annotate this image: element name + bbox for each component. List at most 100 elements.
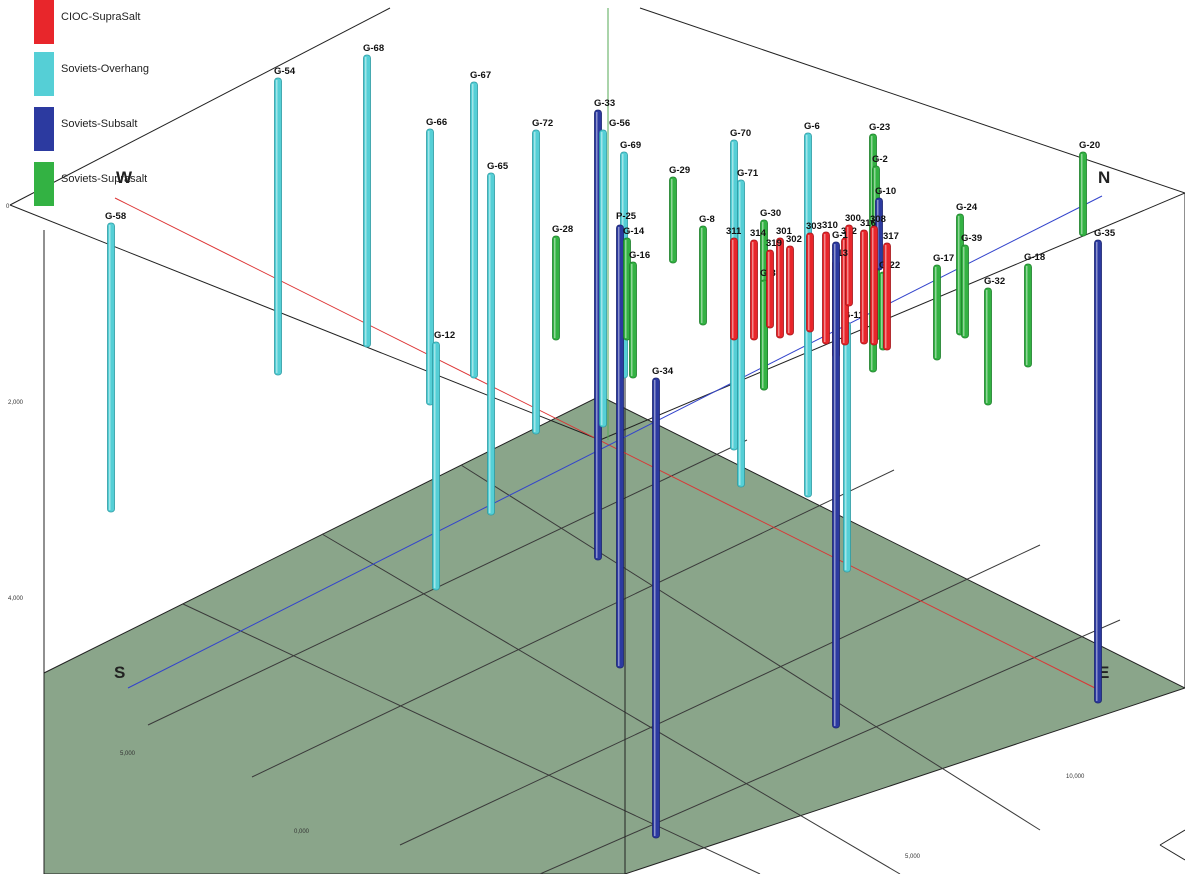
- wells-layer: G-58 G-54 G-68 G-67 G-66 G-65 G-72 G-12 G-33 G-56…: [105, 43, 1116, 839]
- well-highlight: [834, 244, 836, 726]
- well-highlight: [276, 80, 278, 373]
- well-g-56: G-56: [599, 118, 630, 428]
- well-label: 310: [822, 220, 838, 231]
- well-300: 300: [845, 213, 861, 307]
- well-label: G-68: [363, 43, 384, 54]
- well-cylinder: [760, 279, 768, 391]
- well-g-34: G-34: [652, 366, 674, 839]
- legend-swatch: [34, 52, 54, 96]
- ground-grid: [147, 439, 1121, 874]
- well-label: G-67: [470, 70, 491, 81]
- well-label: G-6: [804, 121, 820, 132]
- well-label: 316: [860, 218, 876, 229]
- well-cylinder: [652, 377, 660, 839]
- well-highlight: [554, 238, 556, 338]
- legend-swatch: [34, 162, 54, 206]
- well-g-35: G-35: [1094, 228, 1116, 704]
- well-g-16: G-16: [629, 250, 650, 379]
- well-highlight: [762, 282, 764, 388]
- well-cylinder: [107, 222, 115, 513]
- well-314: 314: [750, 228, 767, 341]
- well-highlight: [489, 175, 491, 513]
- well-g-58: G-58: [105, 211, 126, 513]
- tick-vertical-4000: 4,000: [8, 596, 24, 602]
- well-cylinder: [599, 129, 607, 428]
- well-highlight: [434, 344, 436, 588]
- well-highlight: [472, 84, 474, 376]
- well-highlight: [963, 247, 965, 336]
- well-label: G-2: [872, 154, 888, 165]
- well-cylinder: [766, 249, 774, 329]
- well-p-25: P-25: [616, 211, 637, 669]
- well-label: 302: [786, 234, 802, 245]
- well-label: G-39: [961, 233, 982, 244]
- well-label: 308: [870, 214, 886, 225]
- well-highlight: [752, 242, 754, 338]
- well-label: G-70: [730, 128, 751, 139]
- well-highlight: [428, 131, 430, 403]
- well-label: G-17: [933, 253, 954, 264]
- well-cylinder: [933, 264, 941, 361]
- well-label: G-28: [552, 224, 573, 235]
- well-g-66: G-66: [426, 117, 447, 406]
- well-g-17: G-17: [933, 253, 954, 361]
- well-label: G-18: [1024, 252, 1045, 263]
- well-highlight: [862, 232, 864, 342]
- well-cylinder: [776, 237, 784, 339]
- well-cylinder: [961, 244, 969, 339]
- well-label: 303: [806, 221, 822, 232]
- north-label: N: [1098, 168, 1110, 187]
- well-cylinder: [1079, 151, 1087, 237]
- well-cylinder: [426, 128, 434, 406]
- well-label: G-72: [532, 118, 553, 129]
- well-label: G-66: [426, 117, 447, 128]
- well-highlight: [843, 240, 845, 343]
- well-cylinder: [363, 54, 371, 348]
- well-g-72: G-72: [532, 118, 553, 435]
- well-cylinder: [1094, 239, 1102, 704]
- well-cylinder: [274, 77, 282, 376]
- well-cylinder: [699, 225, 707, 326]
- well-302: 302: [786, 234, 802, 336]
- well-label: G-23: [869, 122, 890, 133]
- well-label: 314: [750, 228, 767, 239]
- well-highlight: [618, 227, 620, 666]
- well-g-39: G-39: [961, 233, 982, 339]
- well-g-1: G-1: [832, 230, 849, 729]
- well-319: 319: [766, 238, 782, 329]
- well-cylinder: [845, 224, 853, 307]
- legend-swatch: [34, 0, 54, 44]
- well-highlight: [1096, 242, 1098, 701]
- well-label: G-11: [843, 310, 864, 321]
- well-label: G-33: [594, 98, 615, 109]
- well-highlight: [739, 182, 741, 485]
- well-311: 311: [726, 226, 742, 341]
- legend-label: Soviets-Overhang: [61, 63, 150, 75]
- well-highlight: [1026, 266, 1028, 365]
- well-highlight: [596, 112, 598, 558]
- well-label: G-34: [652, 366, 674, 377]
- well-label: G-71: [737, 168, 759, 179]
- well-label: 301: [776, 226, 793, 237]
- well-g-18: G-18: [1024, 252, 1045, 368]
- well-316: 316: [860, 218, 876, 345]
- well-cylinder: [832, 241, 840, 729]
- well-cylinder: [487, 172, 495, 516]
- well-label: G-32: [984, 276, 1005, 287]
- west-label: W: [116, 168, 133, 187]
- well-cylinder: [883, 242, 891, 351]
- well-cylinder: [616, 224, 624, 669]
- well-g-54: G-54: [274, 66, 296, 376]
- well-317: 317: [883, 231, 899, 351]
- legend-swatch: [34, 107, 54, 151]
- well-label: G-12: [434, 330, 455, 341]
- well-310: 310: [822, 220, 838, 345]
- well-highlight: [625, 240, 627, 338]
- well-label: G-1: [832, 230, 849, 241]
- well-cylinder: [843, 321, 851, 573]
- well-g-20: G-20: [1079, 140, 1100, 237]
- well-label: G-14: [623, 226, 645, 237]
- well-label: G-58: [105, 211, 126, 222]
- well-label: G-29: [669, 165, 690, 176]
- well-highlight: [847, 227, 849, 304]
